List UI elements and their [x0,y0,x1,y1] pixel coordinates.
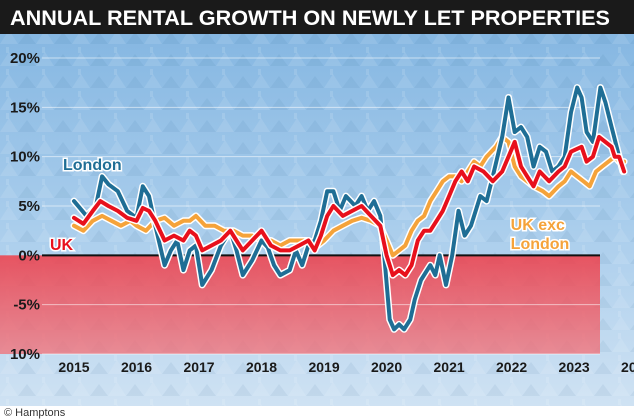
x-tick-label: 2015 [58,359,89,375]
source-credit: © Hamptons [4,407,66,419]
y-tick-label: 10% [10,149,40,166]
x-tick-label: 2019 [308,359,339,375]
series-label-line: UK exc [511,217,565,234]
series-label-london: London [63,157,122,174]
x-tick-label: 2023 [559,359,590,375]
gridlines [42,57,600,355]
x-tick-label: 2017 [183,359,214,375]
y-axis-ticks: 20% 15% 10% 5% 0% -5% 10% [10,50,40,363]
series-label-line: London [511,236,570,253]
y-tick-label: -5% [13,297,40,314]
x-tick-label: 2022 [496,359,527,375]
series-line-uk [72,134,627,278]
x-tick-label: 2018 [246,359,277,375]
title-bar [0,0,634,34]
series-label-uk: UK [50,237,74,254]
x-axis-ticks: 2015 2016 2017 2018 2019 2020 2021 2022 … [58,359,634,375]
y-tick-label: 5% [18,198,40,215]
chart-title: ANNUAL RENTAL GROWTH ON NEWLY LET PROPER… [10,7,610,30]
series-uk [70,133,628,279]
series-line-uk-exc-london [72,134,627,258]
x-tick-label: 2016 [121,359,152,375]
y-tick-label: 0% [18,247,40,264]
series-line-london [72,85,625,332]
y-tick-label: 20% [10,50,40,67]
series-uk-exc-london [70,133,628,259]
x-tick-label: 2021 [434,359,465,375]
series-london [70,84,627,333]
y-tick-label: 15% [10,99,40,116]
series-label-uk-exc-london: UK exc London [511,217,570,253]
y-tick-label: 10% [10,346,40,363]
x-tick-label: 2024 [621,359,634,375]
x-tick-label: 2020 [371,359,402,375]
